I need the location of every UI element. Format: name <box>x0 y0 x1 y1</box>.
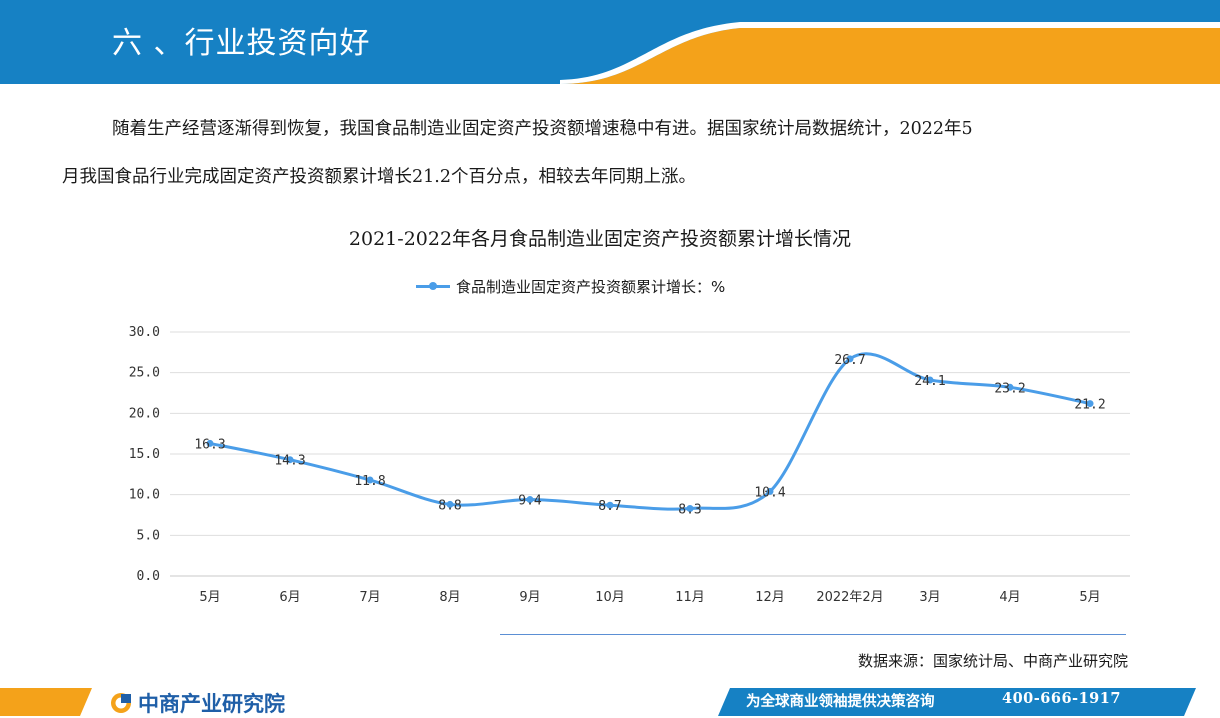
data-label: 23.2 <box>994 381 1025 396</box>
brand-logo: 中商产业研究院 <box>110 688 285 718</box>
data-label: 10.4 <box>754 485 785 500</box>
data-point <box>446 500 454 508</box>
footer-phone: 400-666-1917 <box>1002 690 1121 707</box>
header-background <box>0 0 1220 84</box>
data-point <box>206 439 214 447</box>
x-tick-label: 5月 <box>199 590 220 605</box>
y-tick-label: 25.0 <box>129 366 160 381</box>
data-point <box>926 376 934 384</box>
data-point <box>286 456 294 464</box>
footer-slogan: 为全球商业领袖提供决策咨询 <box>746 693 935 710</box>
y-tick-label: 5.0 <box>137 528 160 543</box>
page-title: 六 、行业投资向好 <box>112 26 371 61</box>
x-tick-label: 12月 <box>755 590 785 605</box>
brand-icon <box>111 693 131 713</box>
legend-label: 食品制造业固定资产投资额累计增长：% <box>456 277 726 296</box>
data-point <box>366 476 374 484</box>
data-source: 数据来源：国家统计局、中商产业研究院 <box>857 652 1128 670</box>
series-line <box>208 352 1092 511</box>
y-tick-label: 15.0 <box>129 447 160 462</box>
y-tick-label: 20.0 <box>129 406 160 421</box>
data-point <box>606 501 614 509</box>
brand-name: 中商产业研究院 <box>138 692 285 716</box>
data-label: 8.3 <box>678 502 701 517</box>
x-tick-label: 6月 <box>279 590 300 605</box>
data-label: 21.2 <box>1074 398 1105 413</box>
x-tick-label: 5月 <box>1079 590 1100 605</box>
data-label: 26.7 <box>834 353 865 368</box>
data-point <box>846 355 854 363</box>
y-tick-label: 30.0 <box>129 325 160 340</box>
data-label: 16.3 <box>194 437 225 452</box>
x-tick-label: 2022年2月 <box>816 590 883 605</box>
data-point <box>686 504 694 512</box>
x-tick-label: 9月 <box>519 590 540 605</box>
footer-bar <box>0 684 1220 716</box>
x-tick-label: 7月 <box>359 590 380 605</box>
y-tick-label: 10.0 <box>129 488 160 503</box>
chart-legend: 食品制造业固定资产投资额累计增长：% <box>416 274 725 298</box>
data-point <box>526 496 534 504</box>
line-chart: 0.0 5.0 10.0 15.0 20.0 25.0 30.0 5月 6月 7月 8月 9月 10月 1… <box>129 325 1130 605</box>
x-tick-label: 8月 <box>439 590 460 605</box>
data-point <box>1086 400 1094 408</box>
data-label: 24.1 <box>914 374 945 389</box>
data-point <box>766 487 774 495</box>
data-point <box>1006 383 1014 391</box>
paragraph-line-2: 月我国食品行业完成固定资产投资额累计增长21.2个百分点，相较去年同期上涨。 <box>62 167 696 187</box>
paragraph-line-1: 随着生产经营逐渐得到恢复，我国食品制造业固定资产投资额增速稳中有进。据国家统计局… <box>112 119 973 139</box>
source-divider <box>500 634 1126 635</box>
chart-title: 2021-2022年各月食品制造业固定资产投资额累计增长情况 <box>348 228 852 250</box>
data-label: 14.3 <box>274 454 305 469</box>
y-tick-label: 0.0 <box>137 569 160 584</box>
data-label: 11.8 <box>354 474 385 489</box>
header-banner: 六 、行业投资向好 <box>0 0 1220 84</box>
data-label: 8.8 <box>438 498 461 513</box>
x-tick-label: 11月 <box>675 590 705 605</box>
x-tick-label: 3月 <box>919 590 940 605</box>
x-tick-label: 4月 <box>999 590 1020 605</box>
data-label: 8.7 <box>598 499 621 514</box>
legend-line-marker <box>416 279 450 293</box>
footer-background <box>0 688 1196 716</box>
x-tick-label: 10月 <box>595 590 625 605</box>
data-label: 9.4 <box>518 494 542 509</box>
